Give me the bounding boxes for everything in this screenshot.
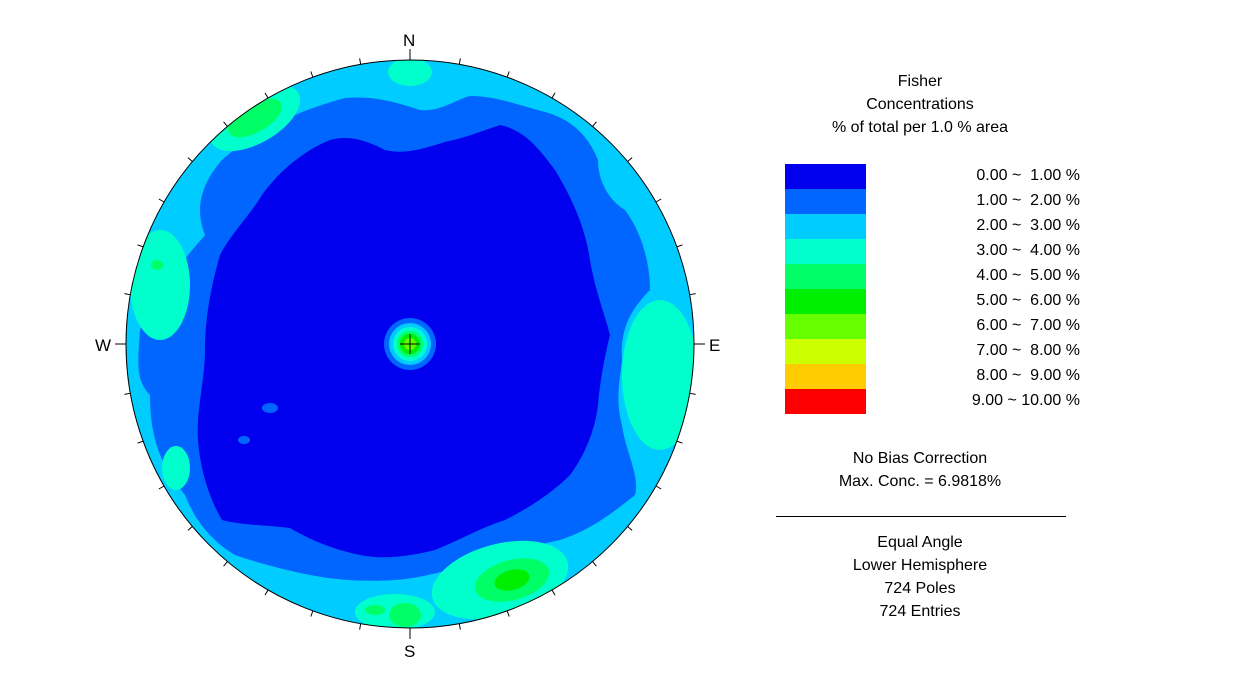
compass-west-label: W xyxy=(95,336,112,355)
azimuth-tick xyxy=(359,623,362,630)
legend-swatch xyxy=(785,164,866,189)
azimuth-tick xyxy=(187,526,193,531)
azimuth-tick xyxy=(689,293,696,296)
contour-band-3-4 xyxy=(388,60,432,86)
azimuth-tick xyxy=(676,440,683,444)
azimuth-tick xyxy=(223,121,228,127)
legend-label: 1.00 ~ 2.00 % xyxy=(976,192,1080,209)
azimuth-tick xyxy=(310,610,314,617)
legend-swatch xyxy=(785,364,866,389)
azimuth-tick xyxy=(592,561,597,567)
azimuth-tick xyxy=(264,589,269,596)
compass-south-label: S xyxy=(404,642,416,661)
azimuth-tick xyxy=(655,198,662,203)
azimuth-tick xyxy=(458,623,461,630)
legend-swatch xyxy=(785,339,866,364)
azimuth-tick xyxy=(655,485,662,490)
bias-correction-text: No Bias Correction xyxy=(852,450,988,467)
entries-count-text: 724 Entries xyxy=(879,603,961,620)
center-cross xyxy=(400,334,420,354)
hemisphere-text: Lower Hemisphere xyxy=(852,557,988,574)
contour-band-1-2 xyxy=(238,436,250,444)
azimuth-tick xyxy=(137,440,144,444)
legend-panel: Fisher Concentrations % of total per 1.0… xyxy=(760,0,1080,689)
poles-count-text: 724 Poles xyxy=(884,580,956,597)
azimuth-tick xyxy=(124,293,131,296)
legend-item: 3.00 ~ 4.00 % xyxy=(785,239,1085,264)
contour-band-3-4 xyxy=(622,300,694,450)
azimuth-ticks xyxy=(115,49,705,639)
azimuth-tick xyxy=(158,198,165,203)
legend-item: 9.00 ~ 10.00 % xyxy=(785,389,1085,414)
azimuth-tick xyxy=(551,92,556,99)
azimuth-tick xyxy=(158,485,165,490)
legend-label: 2.00 ~ 3.00 % xyxy=(976,217,1080,234)
legend-title: % of total per 1.0 % area xyxy=(831,119,1009,136)
legend-label: 6.00 ~ 7.00 % xyxy=(976,317,1080,334)
azimuth-tick xyxy=(506,71,510,78)
legend-item: 7.00 ~ 8.00 % xyxy=(785,339,1085,364)
legend-label: 4.00 ~ 5.00 % xyxy=(976,267,1080,284)
azimuth-tick xyxy=(310,71,314,78)
legend-swatch xyxy=(785,389,866,414)
legend-title: Fisher xyxy=(897,73,943,90)
azimuth-tick xyxy=(627,157,633,162)
divider xyxy=(776,516,1066,517)
azimuth-tick xyxy=(627,526,633,531)
compass-east-label: E xyxy=(709,336,721,355)
azimuth-tick xyxy=(359,58,362,65)
azimuth-tick xyxy=(676,244,683,248)
legend-label: 5.00 ~ 6.00 % xyxy=(976,292,1080,309)
legend-item: 4.00 ~ 5.00 % xyxy=(785,264,1085,289)
contour-band-1-2 xyxy=(262,403,278,413)
legend-label: 3.00 ~ 4.00 % xyxy=(976,242,1080,259)
legend-item: 0.00 ~ 1.00 % xyxy=(785,164,1085,189)
legend-item: 5.00 ~ 6.00 % xyxy=(785,289,1085,314)
legend-label: 8.00 ~ 9.00 % xyxy=(976,367,1080,384)
projection-text: Equal Angle xyxy=(877,534,963,551)
azimuth-tick xyxy=(264,92,269,99)
legend-swatch xyxy=(785,239,866,264)
contour-band-4-5 xyxy=(151,260,163,270)
contour-band-4-5 xyxy=(228,98,282,138)
legend-item: 8.00 ~ 9.00 % xyxy=(785,364,1085,389)
max-concentration-text: Max. Conc. = 6.9818% xyxy=(838,473,1002,490)
legend-label: 9.00 ~ 10.00 % xyxy=(971,392,1080,409)
azimuth-tick xyxy=(223,561,228,567)
azimuth-tick xyxy=(137,244,144,248)
azimuth-tick xyxy=(551,589,556,596)
azimuth-tick xyxy=(187,157,193,162)
compass-north-label: N xyxy=(403,31,416,50)
azimuth-tick xyxy=(124,392,131,395)
contour-band-4-5 xyxy=(365,605,385,615)
legend-item: 2.00 ~ 3.00 % xyxy=(785,214,1085,239)
contour-band-3-4 xyxy=(130,230,190,340)
stereonet-plot xyxy=(115,49,705,639)
legend-swatch xyxy=(785,314,866,339)
legend-swatch xyxy=(785,214,866,239)
legend-swatch xyxy=(785,289,866,314)
contour-band-5-6 xyxy=(494,569,530,591)
legend-label: 0.00 ~ 1.00 % xyxy=(976,167,1080,184)
legend-swatch xyxy=(785,189,866,214)
legend-swatch xyxy=(785,264,866,289)
legend-label: 7.00 ~ 8.00 % xyxy=(976,342,1080,359)
azimuth-tick xyxy=(506,610,510,617)
contour-band-3-4 xyxy=(162,446,190,490)
azimuth-tick xyxy=(689,392,696,395)
contour-band-4-5 xyxy=(389,603,421,627)
azimuth-tick xyxy=(592,121,597,127)
legend-item: 1.00 ~ 2.00 % xyxy=(785,189,1085,214)
legend-title: Concentrations xyxy=(866,96,974,113)
azimuth-tick xyxy=(458,58,461,65)
legend-item: 6.00 ~ 7.00 % xyxy=(785,314,1085,339)
